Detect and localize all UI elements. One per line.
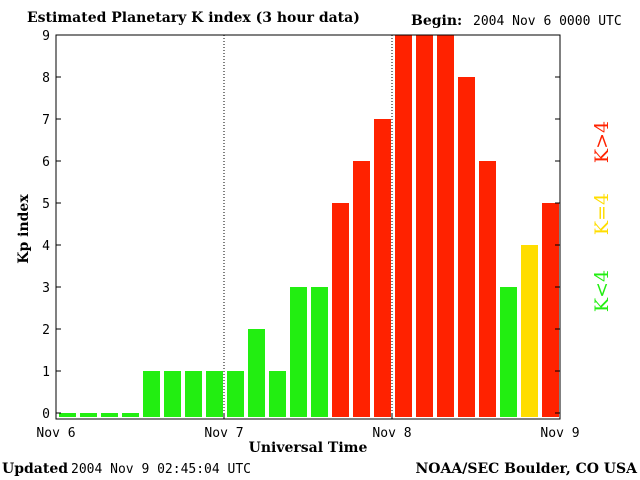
legend-high: K>4: [591, 121, 613, 163]
bars-group: [59, 35, 559, 417]
legend: K<4 K=4 K>4: [591, 121, 613, 312]
y-tick-label: 6: [42, 155, 50, 170]
org-label: NOAA/SEC Boulder, CO USA: [415, 461, 638, 477]
updated-label: Updated: [2, 461, 69, 477]
kp-bar: [143, 371, 160, 417]
kp-bar: [227, 371, 244, 417]
kp-bar: [416, 35, 433, 417]
begin-value: 2004 Nov 6 0000 UTC: [473, 14, 622, 29]
chart-title: Estimated Planetary K index (3 hour data…: [27, 10, 360, 26]
kp-bar: [164, 371, 181, 417]
x-tick-label: Nov 6: [36, 426, 75, 441]
kp-bar: [206, 371, 223, 417]
y-tick-label: 7: [42, 113, 50, 128]
x-axis: Nov 6 Nov 7 Nov 8 Nov 9: [36, 414, 580, 441]
x-tick-label: Nov 8: [372, 426, 411, 441]
kp-bar: [500, 287, 517, 417]
y-tick-label: 9: [42, 29, 50, 44]
kp-bar: [248, 329, 265, 417]
kp-bar: [122, 413, 139, 417]
y-axis-label: Kp index: [16, 194, 32, 264]
x-tick-label: Nov 7: [204, 426, 243, 441]
y-tick-label: 8: [42, 71, 50, 86]
kp-bar: [80, 413, 97, 417]
kp-bar: [311, 287, 328, 417]
legend-low: K<4: [591, 270, 613, 312]
kp-bar: [269, 371, 286, 417]
begin-label: Begin:: [411, 13, 463, 29]
kp-bar: [290, 287, 307, 417]
updated-value: 2004 Nov 9 02:45:04 UTC: [71, 462, 252, 477]
kp-bar: [521, 245, 538, 417]
y-axis: 0 1 2 3 4 5 6 7 8 9: [42, 29, 560, 422]
kp-bar: [101, 413, 118, 417]
kp-bar: [479, 161, 496, 417]
y-tick-label: 0: [42, 407, 50, 422]
kp-bar: [395, 35, 412, 417]
kp-bar: [59, 413, 76, 417]
y-tick-label: 3: [42, 281, 50, 296]
y-tick-label: 1: [42, 365, 50, 380]
kp-bar: [185, 371, 202, 417]
x-tick-label: Nov 9: [540, 426, 579, 441]
kp-bar: [458, 77, 475, 417]
y-tick-label: 4: [42, 239, 50, 254]
y-tick-label: 2: [42, 323, 50, 338]
kp-bar: [332, 203, 349, 417]
plot-frame: [55, 34, 561, 420]
kp-bar: [437, 35, 454, 417]
kp-bar: [542, 203, 559, 417]
kp-bar: [374, 119, 391, 417]
kp-bar: [353, 161, 370, 417]
x-axis-label: Universal Time: [249, 440, 368, 456]
y-tick-label: 5: [42, 197, 50, 212]
legend-mid: K=4: [591, 193, 613, 235]
grid-group: [223, 35, 393, 419]
